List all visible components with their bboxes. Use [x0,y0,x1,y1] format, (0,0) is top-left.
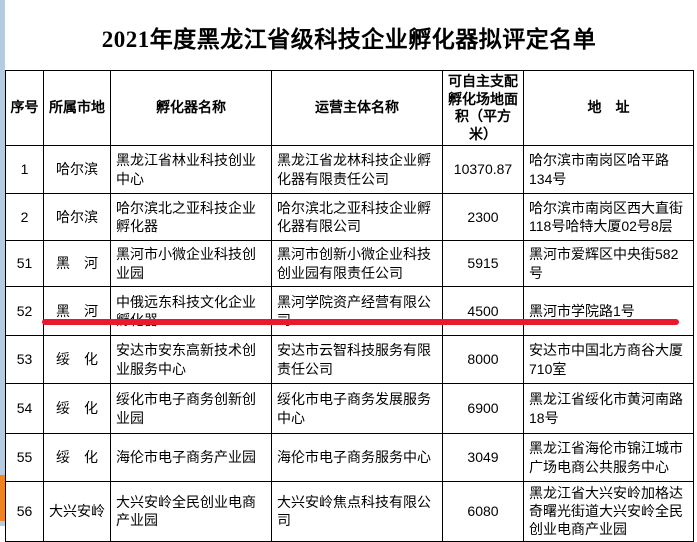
cell-operator: 黑河市创新小微企业科技创业园有限责任公司 [271,240,443,287]
table-row: 54 绥 化 绥化市电子商务创新创业园 绥化市电子商务发展服务中心 6900 黑… [5,383,694,434]
cell-city: 绥 化 [43,335,111,384]
table-row: 2 哈尔滨 哈尔滨北之亚科技企业孵化器 哈尔滨北之亚科技企业孵化器有限公司 23… [5,193,694,241]
col-header-operator: 运营主体名称 [271,70,443,146]
table-row: 51 黑 河 黑河市小微企业科技创业园 黑河市创新小微企业科技创业园有限责任公司… [5,240,694,287]
cell-incubator: 哈尔滨北之亚科技企业孵化器 [110,193,272,241]
cell-address: 黑河市爱辉区中央街582号 [523,240,694,287]
table-row: 53 绥 化 安达市安东高新技术创业服务中心 安达市云智科技服务有限责任公司 8… [5,335,694,384]
table-header-row: 序号 所属市地 孵化器名称 运营主体名称 可自主支配孵化场地面积（平方米） 地 … [5,70,694,146]
col-header-area: 可自主支配孵化场地面积（平方米） [442,70,524,146]
page-title: 2021年度黑龙江省级科技企业孵化器拟评定名单 [101,27,597,52]
cell-incubator: 绥化市电子商务创新创业园 [110,383,272,434]
cell-area: 8000 [442,335,524,384]
col-header-seq: 序号 [5,70,44,146]
cell-seq: 51 [5,240,44,287]
col-header-address: 地 址 [523,70,694,146]
left-edge-scroll-marker [0,475,5,521]
cell-operator: 大兴安岭焦点科技有限公司 [271,481,443,542]
cell-address: 黑龙江省大兴安岭加格达奇曙光街道大兴安岭全民创业电商产业园 [523,481,694,542]
cell-city: 绥 化 [43,383,111,434]
cell-operator: 黑龙江省龙林科技企业孵化器有限责任公司 [271,145,443,194]
incubator-table: 序号 所属市地 孵化器名称 运营主体名称 可自主支配孵化场地面积（平方米） 地 … [5,70,694,542]
cell-operator: 黑河学院资产经营有限公司 [271,286,443,336]
cell-area: 10370.87 [442,145,524,194]
cell-incubator: 黑河市小微企业科技创业园 [110,240,272,287]
cell-operator: 安达市云智科技服务有限责任公司 [271,335,443,384]
cell-incubator: 中俄远东科技文化企业孵化器 [110,286,272,336]
cell-seq: 1 [5,145,44,194]
cell-address: 安达市中国北方商谷大厦710室 [523,335,694,384]
cell-area: 4500 [442,286,524,336]
cell-address: 黑龙江省绥化市黄河南路18号 [523,383,694,434]
cell-incubator: 海伦市电子商务产业园 [110,433,272,482]
cell-area: 2300 [442,193,524,241]
cell-seq: 52 [5,286,44,336]
cell-seq: 54 [5,383,44,434]
cell-address: 黑龙江省海伦市锦江城市广场电商公共服务中心 [523,433,694,482]
cell-seq: 53 [5,335,44,384]
cell-address: 哈尔滨市南岗区西大直街118号哈特大厦02号8层 [523,193,694,241]
cell-incubator: 大兴安岭全民创业电商产业园 [110,481,272,542]
cell-seq: 55 [5,433,44,482]
cell-city: 哈尔滨 [43,193,111,241]
cell-area: 6080 [442,481,524,542]
cell-area: 6900 [442,383,524,434]
cell-address: 哈尔滨市南岗区哈平路134号 [523,145,694,194]
cell-operator: 哈尔滨北之亚科技企业孵化器有限公司 [271,193,443,241]
cell-city: 哈尔滨 [43,145,111,194]
table-row: 56 大兴安岭 大兴安岭全民创业电商产业园 大兴安岭焦点科技有限公司 6080 … [5,481,694,542]
cell-incubator: 安达市安东高新技术创业服务中心 [110,335,272,384]
cell-city: 大兴安岭 [43,481,111,542]
cell-area: 5915 [442,240,524,287]
cell-operator: 海伦市电子商务服务中心 [271,433,443,482]
cell-city: 绥 化 [43,433,111,482]
table-row: 1 哈尔滨 黑龙江省林业科技创业中心 黑龙江省龙林科技企业孵化器有限责任公司 1… [5,145,694,194]
cell-area: 3049 [442,433,524,482]
red-underline-annotation [42,319,679,325]
table-row-highlighted: 52 黑 河 中俄远东科技文化企业孵化器 黑河学院资产经营有限公司 4500 黑… [5,286,694,336]
cell-city: 黑 河 [43,240,111,287]
left-edge-strip [0,0,5,526]
cell-address: 黑河市学院路1号 [523,286,694,336]
table-row: 55 绥 化 海伦市电子商务产业园 海伦市电子商务服务中心 3049 黑龙江省海… [5,433,694,482]
col-header-incubator: 孵化器名称 [110,70,272,146]
cell-operator: 绥化市电子商务发展服务中心 [271,383,443,434]
col-header-city: 所属市地 [43,70,111,146]
cell-seq: 2 [5,193,44,241]
cell-city: 黑 河 [43,286,111,336]
cell-incubator: 黑龙江省林业科技创业中心 [110,145,272,194]
cell-seq: 56 [5,481,44,542]
